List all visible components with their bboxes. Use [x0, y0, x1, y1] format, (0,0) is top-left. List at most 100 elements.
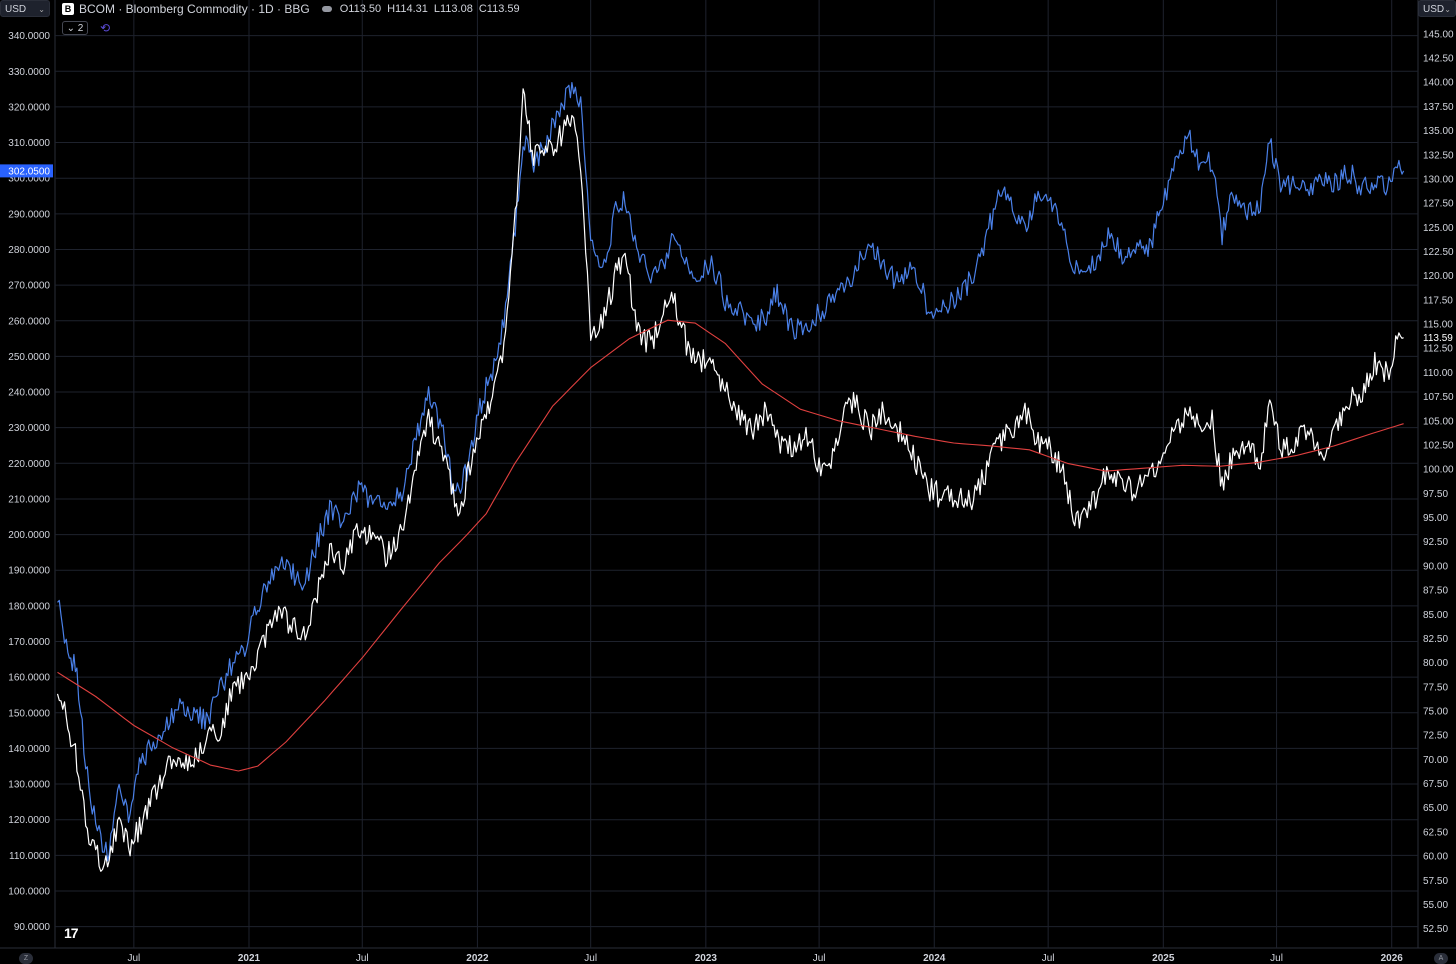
right-tick-label: 105.00	[1423, 416, 1454, 427]
right-tick-label: 70.00	[1423, 755, 1448, 766]
white-series-line	[56, 88, 1404, 872]
indicator-legend: ⌄ 2 ⟲	[62, 20, 110, 36]
left-tick-label: 290.0000	[8, 209, 50, 220]
tradingview-logo[interactable]: 17	[64, 925, 79, 941]
time-axis[interactable]: Jul 2021 Jul 2022 Jul 2023 Jul 2024 Jul 2025 Jul 20…	[127, 953, 1403, 964]
right-tick-label: 140.00	[1423, 78, 1454, 89]
left-tick-label: 220.0000	[8, 459, 50, 470]
left-price-axis[interactable]: 340.0000 330.0000 320.0000 310.0000 300.0000…	[8, 31, 50, 933]
right-tick-label: 142.50	[1423, 54, 1454, 65]
time-tick-label: 2024	[923, 953, 946, 964]
left-tick-label: 250.0000	[8, 352, 50, 363]
collapse-indicators-button[interactable]: ⌄ 2	[62, 21, 88, 35]
left-tick-label: 110.0000	[9, 851, 50, 862]
left-tick-label: 180.0000	[8, 601, 50, 612]
right-tick-label: 132.50	[1423, 150, 1454, 161]
right-tick-label: 75.00	[1423, 707, 1448, 718]
right-tick-label: 127.50	[1423, 199, 1454, 210]
time-tick-label: Jul	[584, 953, 597, 964]
right-tick-label: 82.50	[1423, 634, 1448, 645]
right-tick-label: 52.50	[1423, 924, 1448, 935]
right-tick-label: 77.50	[1423, 682, 1448, 693]
right-tick-label: 67.50	[1423, 779, 1448, 790]
right-price-axis[interactable]: 147.50145.00142.50140.00137.50135.00132.…	[1423, 5, 1454, 935]
left-tick-label: 90.0000	[14, 922, 51, 933]
left-tick-label: 330.0000	[8, 67, 50, 78]
left-currency-selector[interactable]: USD ⌄	[0, 0, 50, 17]
right-tick-label: 145.00	[1423, 29, 1454, 40]
blue-series-line	[57, 81, 1405, 862]
chevron-down-icon: ⌄	[38, 5, 45, 14]
right-tick-label: 92.50	[1423, 537, 1448, 548]
ohlc-close: C113.59	[478, 2, 520, 15]
left-last-value-text: 302.0500	[8, 166, 50, 177]
right-currency-label: USD	[1423, 4, 1445, 15]
time-tick-label: 2022	[466, 953, 489, 964]
left-tick-label: 160.0000	[8, 673, 50, 684]
moving-average-line	[57, 319, 1404, 772]
symbol-title[interactable]: BCOM · Bloomberg Commodity · 1D · BBG	[79, 1, 310, 16]
right-tick-label: 72.50	[1423, 731, 1448, 742]
ohlc-open: O113.50	[339, 2, 382, 15]
left-tick-label: 280.0000	[8, 245, 50, 256]
right-tick-label: 137.50	[1423, 102, 1454, 113]
chevron-down-icon: ⌄	[1444, 5, 1451, 14]
right-tick-label: 60.00	[1423, 852, 1448, 863]
right-tick-label: 117.50	[1423, 295, 1453, 306]
right-tick-label: 95.00	[1423, 513, 1448, 524]
time-tick-label: Jul	[356, 953, 369, 964]
right-tick-label: 62.50	[1423, 827, 1448, 838]
left-tick-label: 340.0000	[8, 31, 50, 42]
left-tick-label: 200.0000	[8, 530, 50, 541]
right-tick-label: 122.50	[1423, 247, 1454, 258]
time-tick-label: 2025	[1152, 953, 1175, 964]
left-tick-label: 120.0000	[8, 815, 50, 826]
time-tick-label: 2023	[695, 953, 718, 964]
right-tick-label: 125.00	[1423, 223, 1454, 234]
right-tick-label: 120.00	[1423, 271, 1454, 282]
time-tick-label: Jul	[127, 953, 140, 964]
left-tick-label: 320.0000	[8, 102, 50, 113]
right-tick-label: 107.50	[1423, 392, 1454, 403]
left-tick-label: 240.0000	[8, 388, 50, 399]
left-tick-label: 270.0000	[8, 281, 50, 292]
indicator-count: 2	[77, 23, 84, 34]
left-tick-label: 310.0000	[8, 138, 50, 149]
right-currency-selector[interactable]: USD ⌄	[1418, 0, 1456, 17]
left-tick-label: 150.0000	[8, 708, 50, 719]
left-axis-zoom-button[interactable]: Z	[19, 953, 33, 964]
right-tick-label: 80.00	[1423, 658, 1448, 669]
refresh-icon[interactable]: ⟲	[100, 21, 111, 35]
ohlc-high: H114.31	[387, 2, 428, 15]
time-tick-label: 2021	[238, 953, 261, 964]
right-tick-label: 102.50	[1423, 440, 1454, 451]
right-tick-label: 57.50	[1423, 876, 1448, 887]
right-tick-label: 85.00	[1423, 610, 1448, 621]
left-currency-label: USD	[5, 4, 27, 15]
right-tick-label: 90.00	[1423, 561, 1448, 572]
right-tick-label: 55.00	[1423, 900, 1448, 911]
left-tick-label: 260.0000	[8, 316, 50, 327]
ohlc-low: L113.08	[433, 2, 473, 15]
left-tick-label: 190.0000	[8, 566, 50, 577]
symbol-legend[interactable]: B BCOM · Bloomberg Commodity · 1D · BBG …	[62, 0, 526, 17]
left-tick-label: 300.0000	[8, 174, 50, 185]
right-tick-label: 65.00	[1423, 803, 1448, 814]
time-tick-label: Jul	[813, 953, 826, 964]
right-tick-label: 130.00	[1423, 174, 1454, 185]
right-axis-auto-button[interactable]: A	[1434, 953, 1448, 964]
right-last-value-text: 113.59	[1423, 333, 1453, 344]
right-tick-label: 115.00	[1423, 320, 1453, 331]
time-tick-label: Jul	[1042, 953, 1055, 964]
right-tick-label: 110.00	[1423, 368, 1453, 379]
left-tick-label: 230.0000	[8, 423, 50, 434]
left-tick-label: 170.0000	[8, 637, 50, 648]
time-tick-label: 2026	[1381, 953, 1404, 964]
visibility-icon[interactable]	[321, 5, 332, 12]
left-tick-label: 140.0000	[8, 744, 50, 755]
right-tick-label: 87.50	[1423, 586, 1448, 597]
chart-series	[56, 81, 1405, 872]
symbol-badge: B	[62, 2, 74, 15]
